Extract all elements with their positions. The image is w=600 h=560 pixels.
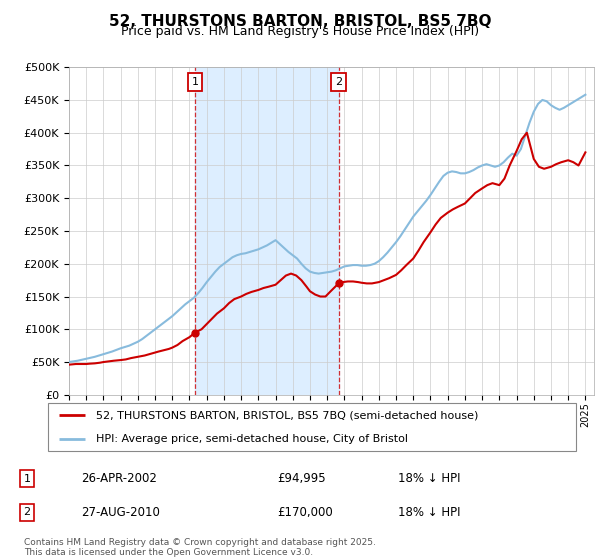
Text: Contains HM Land Registry data © Crown copyright and database right 2025.
This d: Contains HM Land Registry data © Crown c… <box>24 538 376 557</box>
Text: 52, THURSTONS BARTON, BRISTOL, BS5 7BQ (semi-detached house): 52, THURSTONS BARTON, BRISTOL, BS5 7BQ (… <box>95 410 478 420</box>
Text: 1: 1 <box>191 77 199 87</box>
Bar <box>195 67 338 395</box>
Text: 1: 1 <box>23 474 31 484</box>
Text: Price paid vs. HM Land Registry's House Price Index (HPI): Price paid vs. HM Land Registry's House … <box>121 25 479 38</box>
Text: 52, THURSTONS BARTON, BRISTOL, BS5 7BQ: 52, THURSTONS BARTON, BRISTOL, BS5 7BQ <box>109 14 491 29</box>
Text: 2: 2 <box>335 77 342 87</box>
Text: £170,000: £170,000 <box>277 506 333 519</box>
Text: £94,995: £94,995 <box>277 472 326 486</box>
Text: 18% ↓ HPI: 18% ↓ HPI <box>398 506 460 519</box>
Text: 18% ↓ HPI: 18% ↓ HPI <box>398 472 460 486</box>
Text: 27-AUG-2010: 27-AUG-2010 <box>81 506 160 519</box>
Text: 2: 2 <box>23 507 31 517</box>
FancyBboxPatch shape <box>48 403 576 451</box>
Text: HPI: Average price, semi-detached house, City of Bristol: HPI: Average price, semi-detached house,… <box>95 434 407 444</box>
Text: 26-APR-2002: 26-APR-2002 <box>81 472 157 486</box>
